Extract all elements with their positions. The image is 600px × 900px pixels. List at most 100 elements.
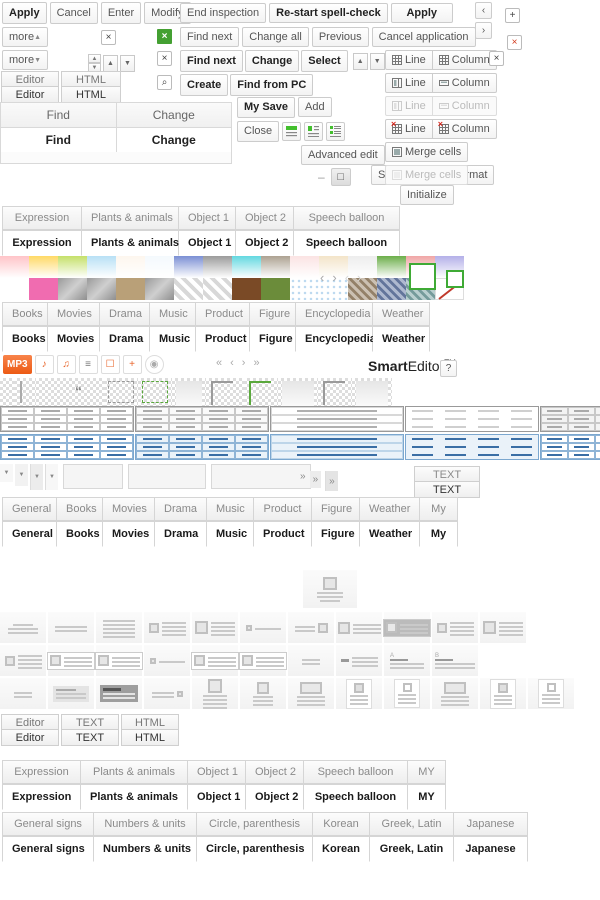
insert-line-button-1[interactable]: Line	[385, 50, 433, 70]
excel-close-icon[interactable]: ×	[157, 29, 172, 44]
color-swatch[interactable]	[290, 278, 319, 300]
layout-template-thumbnail[interactable]	[96, 612, 142, 643]
layout-template-thumbnail[interactable]	[288, 678, 334, 709]
frame-thumbnail[interactable]	[0, 378, 14, 406]
tab-movies2-active[interactable]: Movies	[103, 521, 155, 547]
tab-product2-inactive[interactable]: Product	[254, 497, 312, 521]
layout-template-thumbnail[interactable]: B	[432, 645, 478, 676]
color-swatch[interactable]	[261, 278, 290, 300]
more-down-button[interactable]: more ▼	[2, 50, 48, 70]
color-swatch[interactable]	[377, 278, 406, 300]
tab-circle-parenthesis-inactive[interactable]: Circle, parenthesis	[197, 812, 313, 836]
close-icon-2[interactable]: ×	[157, 51, 172, 66]
color-swatch[interactable]	[116, 278, 145, 300]
create-button[interactable]: Create	[180, 74, 229, 96]
align-image-left-icon[interactable]	[304, 122, 324, 141]
tab-general-signs-active[interactable]: General signs	[2, 836, 94, 862]
tab-object1-inactive[interactable]: Object 1	[179, 206, 236, 230]
tab-figure-inactive[interactable]: Figure	[250, 302, 296, 326]
color-swatch[interactable]	[29, 256, 58, 278]
tab-music-active[interactable]: Music	[150, 326, 196, 352]
layout-template-thumbnail[interactable]	[383, 612, 431, 643]
color-swatch[interactable]	[145, 278, 174, 300]
frame-thumbnail[interactable]	[14, 378, 36, 406]
tab-product-inactive[interactable]: Product	[196, 302, 250, 326]
tab-plants-animals2-active[interactable]: Plants & animals	[81, 784, 188, 810]
sort-down-button[interactable]: ▼	[369, 52, 385, 70]
tab-books2-inactive[interactable]: Books	[57, 497, 103, 521]
cancel-application-button[interactable]: Cancel application	[371, 27, 476, 47]
table-style-thumbnail[interactable]	[0, 434, 134, 460]
tab-drama-inactive[interactable]: Drama	[100, 302, 150, 326]
tab-plants-animals2-inactive[interactable]: Plants & animals	[81, 760, 188, 784]
layout-template-thumbnail[interactable]: A	[384, 645, 430, 676]
layout-template-thumbnail[interactable]	[95, 645, 143, 676]
tab-object2-active[interactable]: Object 2	[236, 230, 294, 256]
spinner-up-icon[interactable]: ▲	[88, 54, 101, 63]
layout-template-thumbnail[interactable]	[432, 612, 478, 643]
tab-text-inactive[interactable]: TEXT	[61, 714, 119, 731]
sort-up-button[interactable]: ▲	[352, 52, 368, 70]
color-swatch[interactable]	[116, 256, 145, 278]
layout-template-thumbnail[interactable]	[144, 645, 190, 676]
close-icon-3[interactable]: ×	[489, 51, 504, 66]
tab-plants-animals-active[interactable]: Plants & animals	[82, 230, 179, 256]
table-style-thumbnail[interactable]	[270, 406, 404, 432]
tab-expression-active[interactable]: Expression	[2, 230, 82, 256]
layout-template-thumbnail[interactable]	[144, 612, 190, 643]
insert-line-button-2[interactable]: Line	[385, 73, 433, 93]
cancel-button[interactable]: Cancel	[49, 2, 98, 24]
layout-template-thumbnail[interactable]	[191, 645, 239, 676]
find-tab-active[interactable]: Find	[1, 128, 116, 153]
color-swatch[interactable]	[145, 256, 174, 278]
tab-my-inactive[interactable]: My	[420, 497, 458, 521]
color-swatch[interactable]	[232, 278, 261, 300]
tab-numbers-units-inactive[interactable]: Numbers & units	[94, 812, 197, 836]
green-square-small[interactable]	[446, 270, 464, 288]
tab-greek-latin-inactive[interactable]: Greek, Latin	[370, 812, 454, 836]
tab-drama2-active[interactable]: Drama	[155, 521, 207, 547]
tab-product-active[interactable]: Product	[196, 326, 250, 352]
close-red-icon[interactable]: ×	[507, 35, 522, 50]
tab-my2-inactive[interactable]: MY	[408, 760, 446, 784]
tab-figure2-inactive[interactable]: Figure	[312, 497, 360, 521]
help-button[interactable]: ?	[440, 360, 457, 377]
arrow-up-button[interactable]: ▲	[103, 54, 118, 72]
layout-template-thumbnail[interactable]	[96, 678, 142, 709]
tab-music2-active[interactable]: Music	[207, 521, 254, 547]
layout-thumb-featured[interactable]	[303, 570, 357, 608]
more-up-button[interactable]: more ▲	[2, 27, 48, 47]
tab-weather-active[interactable]: Weather	[373, 326, 430, 352]
tab-movies2-inactive[interactable]: Movies	[103, 497, 155, 521]
arrow-down-button[interactable]: ▼	[120, 54, 135, 72]
restore-icon[interactable]: □	[330, 168, 351, 186]
tab-encyclopedia-active[interactable]: Encyclopedia	[296, 326, 376, 352]
tab-editor2-active[interactable]: Editor	[1, 729, 59, 746]
insert-column-button-2[interactable]: Column	[432, 73, 497, 93]
tab-text-active[interactable]: TEXT	[61, 729, 119, 746]
tab-music-inactive[interactable]: Music	[150, 302, 196, 326]
color-swatch[interactable]	[58, 278, 87, 300]
tab-books-inactive[interactable]: Books	[2, 302, 48, 326]
tab-editor2-inactive[interactable]: Editor	[1, 714, 59, 731]
tab-greek-latin-active[interactable]: Greek, Latin	[370, 836, 454, 862]
chevron-down-icon-2[interactable]: ▼	[15, 464, 28, 486]
change-all-button[interactable]: Change all	[242, 27, 309, 47]
align-left-icon[interactable]	[282, 122, 302, 141]
find-next-button-1[interactable]: Find next	[180, 27, 240, 47]
tab-encyclopedia-inactive[interactable]: Encyclopedia	[296, 302, 373, 326]
tab-expression-inactive[interactable]: Expression	[2, 206, 82, 230]
music-note-icon[interactable]: ♫	[56, 355, 76, 374]
insert-column-button-1[interactable]: Column	[432, 50, 497, 70]
layout-template-thumbnail[interactable]	[0, 678, 46, 709]
color-swatch[interactable]	[29, 278, 58, 300]
spinner-stepper[interactable]: ▲ ▼	[88, 54, 101, 72]
tab-drama-active[interactable]: Drama	[100, 326, 150, 352]
text-button-active[interactable]: TEXT	[414, 481, 480, 498]
tab-weather2-active[interactable]: Weather	[360, 521, 420, 547]
layout-template-thumbnail[interactable]	[192, 612, 238, 643]
layout-template-thumbnail[interactable]	[336, 678, 382, 709]
tab-object1-2-inactive[interactable]: Object 1	[188, 760, 246, 784]
headphones-icon[interactable]: ♪	[34, 355, 54, 374]
tab-object1-2-active[interactable]: Object 1	[188, 784, 246, 810]
